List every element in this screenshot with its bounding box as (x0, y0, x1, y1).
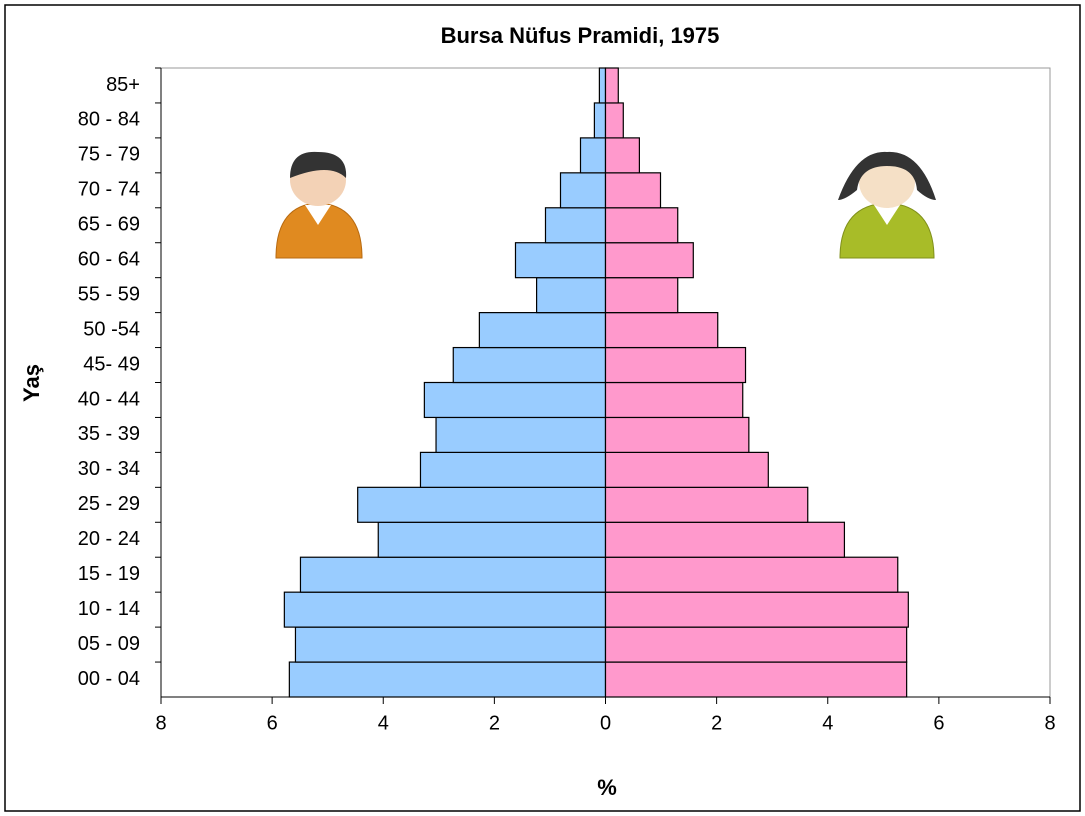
bar (604, 242, 694, 279)
bar (598, 67, 607, 104)
bar (377, 521, 607, 558)
x-tick-label: 8 (155, 712, 166, 734)
y-tick-label: 30 - 34 (78, 458, 140, 480)
bar (604, 486, 809, 523)
x-tick-label: 4 (822, 712, 833, 734)
y-tick-label: 10 - 14 (78, 598, 140, 620)
bar (604, 67, 619, 104)
x-tick-label: 2 (711, 712, 722, 734)
y-tick-label: 00 - 04 (78, 668, 140, 690)
bar (604, 312, 719, 349)
bar (604, 451, 769, 488)
bar (604, 556, 899, 593)
y-tick-label: 05 - 09 (78, 633, 140, 655)
bar (604, 172, 662, 209)
bar (423, 381, 607, 419)
y-tick-label: 55 - 59 (78, 283, 140, 305)
bar (604, 626, 908, 663)
bar (452, 346, 607, 384)
bar (604, 102, 624, 139)
x-tick-label: 6 (267, 712, 278, 734)
bar (604, 381, 744, 419)
y-tick-label: 80 - 84 (78, 109, 140, 131)
male-icon (275, 151, 363, 259)
bar (419, 451, 607, 488)
bar (604, 521, 846, 558)
y-tick-label: 15 - 19 (78, 563, 140, 585)
y-tick-label: 35 - 39 (78, 423, 140, 445)
x-tick-label: 2 (489, 712, 500, 734)
y-tick-label: 75 - 79 (78, 144, 140, 166)
bar (536, 277, 607, 314)
x-tick-label: 8 (1044, 712, 1055, 734)
x-tick-label: 0 (600, 712, 611, 734)
bar (604, 346, 747, 384)
x-tick-label: 4 (378, 712, 389, 734)
female-icon (838, 151, 936, 259)
y-tick-label: 70 - 74 (78, 179, 140, 201)
bar (294, 626, 607, 663)
bar (604, 661, 908, 698)
bar (544, 207, 607, 244)
bar (559, 172, 607, 209)
y-tick-label: 65 - 69 (78, 214, 140, 236)
y-axis-title: Yaş (19, 364, 44, 402)
bar (604, 207, 679, 244)
y-tick-label: 20 - 24 (78, 528, 140, 550)
bar (604, 277, 679, 314)
y-tick-label: 40 - 44 (78, 388, 140, 410)
x-tick-label: 6 (933, 712, 944, 734)
y-tick-label: 25 - 29 (78, 493, 140, 515)
bar (299, 556, 607, 593)
bar (478, 312, 607, 349)
bar (593, 102, 607, 139)
y-tick-label: 50 -54 (83, 318, 140, 340)
bar (604, 137, 640, 174)
bar (604, 591, 909, 628)
bar (357, 486, 607, 523)
bar (579, 137, 607, 174)
bar (288, 661, 607, 698)
y-tick-label: 45- 49 (83, 353, 140, 375)
y-tick-label: 60 - 64 (78, 248, 140, 270)
bar (604, 416, 750, 453)
x-axis-title: % (597, 775, 617, 800)
chart-title: Bursa Nüfus Pramidi, 1975 (441, 23, 720, 48)
bar (514, 242, 607, 279)
bar (283, 591, 607, 628)
bar (435, 416, 607, 453)
y-tick-label: 85+ (106, 74, 140, 96)
